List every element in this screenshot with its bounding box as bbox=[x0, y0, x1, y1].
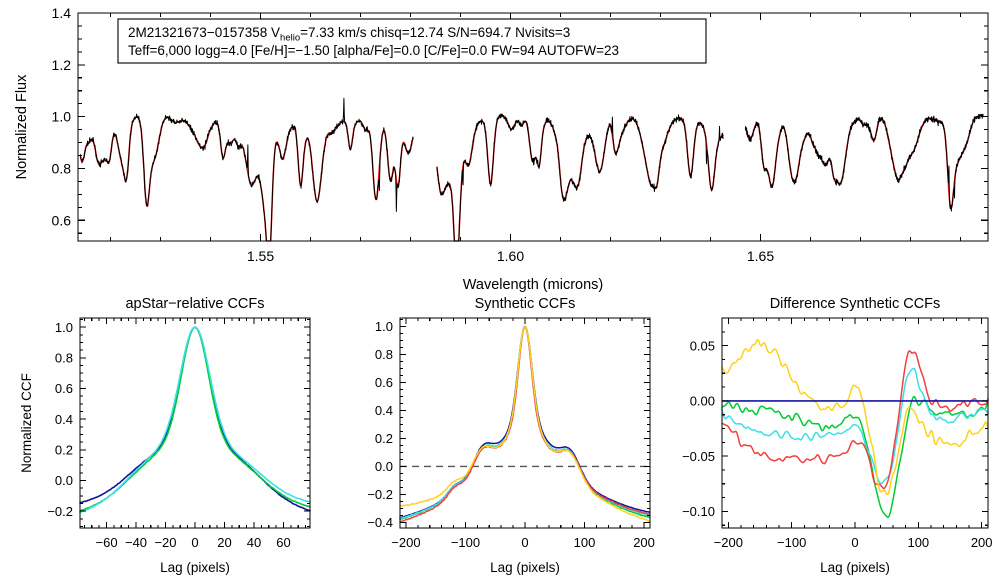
apstar_relative_ccfs-xticklabel: 20 bbox=[217, 535, 231, 550]
difference_synthetic_ccfs-yticklabel: 0.05 bbox=[690, 338, 715, 353]
synthetic_ccfs-xticklabel: −200 bbox=[391, 535, 420, 550]
apstar_relative_ccfs-yticklabel: 0.8 bbox=[55, 351, 73, 366]
ccf1-ylabel: Normalized CCF bbox=[19, 373, 34, 473]
ccf3-title: Difference Synthetic CCFs bbox=[770, 296, 941, 312]
ccf3-curve-visit-3 bbox=[721, 367, 989, 485]
ccf2-xlabel: Lag (pixels) bbox=[490, 560, 560, 575]
ccf2-curve-visit-1 bbox=[399, 325, 651, 519]
apstar_relative_ccfs-yticklabel: 1.0 bbox=[55, 320, 73, 335]
synthetic_ccfs-yticklabel: 1.0 bbox=[375, 319, 393, 334]
apstar_relative_ccfs-xticklabel: 60 bbox=[276, 535, 290, 550]
apstar_relative_ccfs-yticklabel: −0.2 bbox=[47, 504, 73, 519]
spectrum-xlabel: Wavelength (microns) bbox=[463, 277, 603, 293]
synthetic_ccfs-xticklabel: 0 bbox=[521, 535, 528, 550]
difference_synthetic_ccfs-yticklabel: 0.00 bbox=[690, 394, 715, 409]
synthetic_ccfs-yticklabel: 0.8 bbox=[375, 347, 393, 362]
synthetic_ccfs-yticklabel: 0.4 bbox=[375, 403, 393, 418]
spectrum-observed-chip-2 bbox=[436, 113, 724, 242]
ccf2-curve-template bbox=[399, 325, 651, 523]
synthetic_ccfs-yticklabel: 0.6 bbox=[375, 375, 393, 390]
apstar_relative_ccfs-yticklabel: 0.6 bbox=[55, 381, 73, 396]
ccf1-xlabel: Lag (pixels) bbox=[160, 560, 230, 575]
spectrum-yticklabel: 0.8 bbox=[52, 160, 72, 176]
ccf1-curve-visit-3 bbox=[79, 326, 311, 514]
apstar_relative_ccfs-xticklabel: 40 bbox=[247, 535, 261, 550]
apstar_relative_ccfs-yticklabel: 0.0 bbox=[55, 473, 73, 488]
ccf3-curve-visit-2 bbox=[721, 395, 989, 519]
ccf2-curve-visit-2 bbox=[399, 325, 651, 521]
spectrum-observed-chip-1 bbox=[80, 97, 414, 242]
spectrum-yticklabel: 1.2 bbox=[52, 57, 72, 73]
spectrum-xticklabel: 1.55 bbox=[247, 248, 274, 264]
ccf1-curve-visit-2 bbox=[79, 326, 311, 512]
spectrum-ylabel: Normalized Flux bbox=[14, 74, 30, 179]
spectrum-yticklabel: 1.0 bbox=[52, 109, 72, 125]
difference_synthetic_ccfs-xticklabel: 200 bbox=[971, 535, 993, 550]
ccf3-xlabel: Lag (pixels) bbox=[820, 560, 890, 575]
synthetic_ccfs-xticklabel: 100 bbox=[574, 535, 596, 550]
ccf3-curve-template bbox=[721, 338, 989, 496]
difference_synthetic_ccfs-xticklabel: −200 bbox=[714, 535, 743, 550]
apstar_relative_ccfs-xticklabel: −20 bbox=[154, 535, 176, 550]
apstar_relative_ccfs-xticklabel: −40 bbox=[125, 535, 147, 550]
apstar_relative_ccfs-xticklabel: −60 bbox=[96, 535, 118, 550]
info-line-1: 2M21321673−0157358 Vhelio=7.33 km/s chis… bbox=[128, 25, 570, 44]
ccf3-curve-combined bbox=[721, 350, 989, 490]
apstar_relative_ccfs-yticklabel: 0.2 bbox=[55, 443, 73, 458]
spectrum-yticklabel: 1.4 bbox=[52, 5, 72, 21]
spectrum-observed-chip-3 bbox=[745, 113, 984, 212]
synthetic_ccfs-xticklabel: −100 bbox=[451, 535, 480, 550]
ccf1-curve-visit-1 bbox=[79, 326, 311, 512]
difference_synthetic_ccfs-yticklabel: −0.10 bbox=[682, 504, 715, 519]
apstar_relative_ccfs-axes: −60 −40 −20 0 20 40 60 −0.2 0.0 0.2 0.4 0.6 0.8 1.0 bbox=[47, 317, 311, 550]
synthetic_ccfs-axes: −200 −100 0 100 200 −0.4 −0.2 0.0 0.2 0.4 0.6 0.8 1.… bbox=[367, 317, 655, 550]
info-line-2: Teff=6,000 logg=4.0 [Fe/H]=−1.50 [alpha/… bbox=[128, 43, 619, 58]
spectrum-xticklabel: 1.65 bbox=[747, 248, 774, 264]
synthetic_ccfs-yticklabel: 0.0 bbox=[375, 459, 393, 474]
spectrum-axes: 1.55 1.60 1.65 0.6 0.8 1.0 1.2 1.4 bbox=[52, 5, 989, 264]
apstar_relative_ccfs-yticklabel: 0.4 bbox=[55, 412, 73, 427]
synthetic_ccfs-xticklabel: 200 bbox=[633, 535, 655, 550]
ccf2-curve-visit-3 bbox=[399, 325, 651, 520]
ccf2-title: Synthetic CCFs bbox=[475, 296, 576, 312]
synthetic_ccfs-yticklabel: −0.4 bbox=[367, 515, 393, 530]
difference_synthetic_ccfs-xticklabel: −100 bbox=[777, 535, 806, 550]
synthetic_ccfs-yticklabel: −0.2 bbox=[367, 487, 393, 502]
spectrum-yticklabel: 0.6 bbox=[52, 212, 72, 228]
difference_synthetic_ccfs-axes: −200 −100 0 100 200 −0.10 −0.05 0.00 0.05 bbox=[682, 317, 993, 550]
ccf2-curve-combined bbox=[399, 325, 651, 523]
difference_synthetic_ccfs-xticklabel: 100 bbox=[907, 535, 929, 550]
difference_synthetic_ccfs-yticklabel: −0.05 bbox=[682, 449, 715, 464]
ccf1-title: apStar−relative CCFs bbox=[125, 296, 264, 312]
spectrum-info-box bbox=[117, 18, 707, 64]
spectrum-xticklabel: 1.60 bbox=[497, 248, 524, 264]
synthetic_ccfs-yticklabel: 0.2 bbox=[375, 431, 393, 446]
difference_synthetic_ccfs-xticklabel: 0 bbox=[851, 535, 858, 550]
apstar_relative_ccfs-xticklabel: 0 bbox=[191, 535, 198, 550]
